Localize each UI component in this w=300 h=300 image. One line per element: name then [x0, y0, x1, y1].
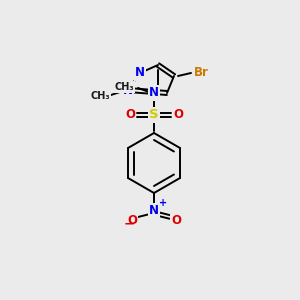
Text: O: O — [125, 109, 135, 122]
Text: CH₃: CH₃ — [90, 91, 110, 101]
Text: N: N — [123, 83, 133, 97]
Text: S: S — [149, 109, 159, 122]
Text: −: − — [124, 217, 135, 230]
Text: +: + — [159, 198, 167, 208]
Text: N: N — [135, 67, 145, 80]
Text: N: N — [149, 205, 159, 218]
Text: CH₃: CH₃ — [114, 82, 134, 92]
Text: O: O — [171, 214, 181, 227]
Text: O: O — [127, 214, 137, 227]
Text: N: N — [149, 86, 159, 100]
Text: O: O — [173, 109, 183, 122]
Text: Br: Br — [194, 65, 208, 79]
